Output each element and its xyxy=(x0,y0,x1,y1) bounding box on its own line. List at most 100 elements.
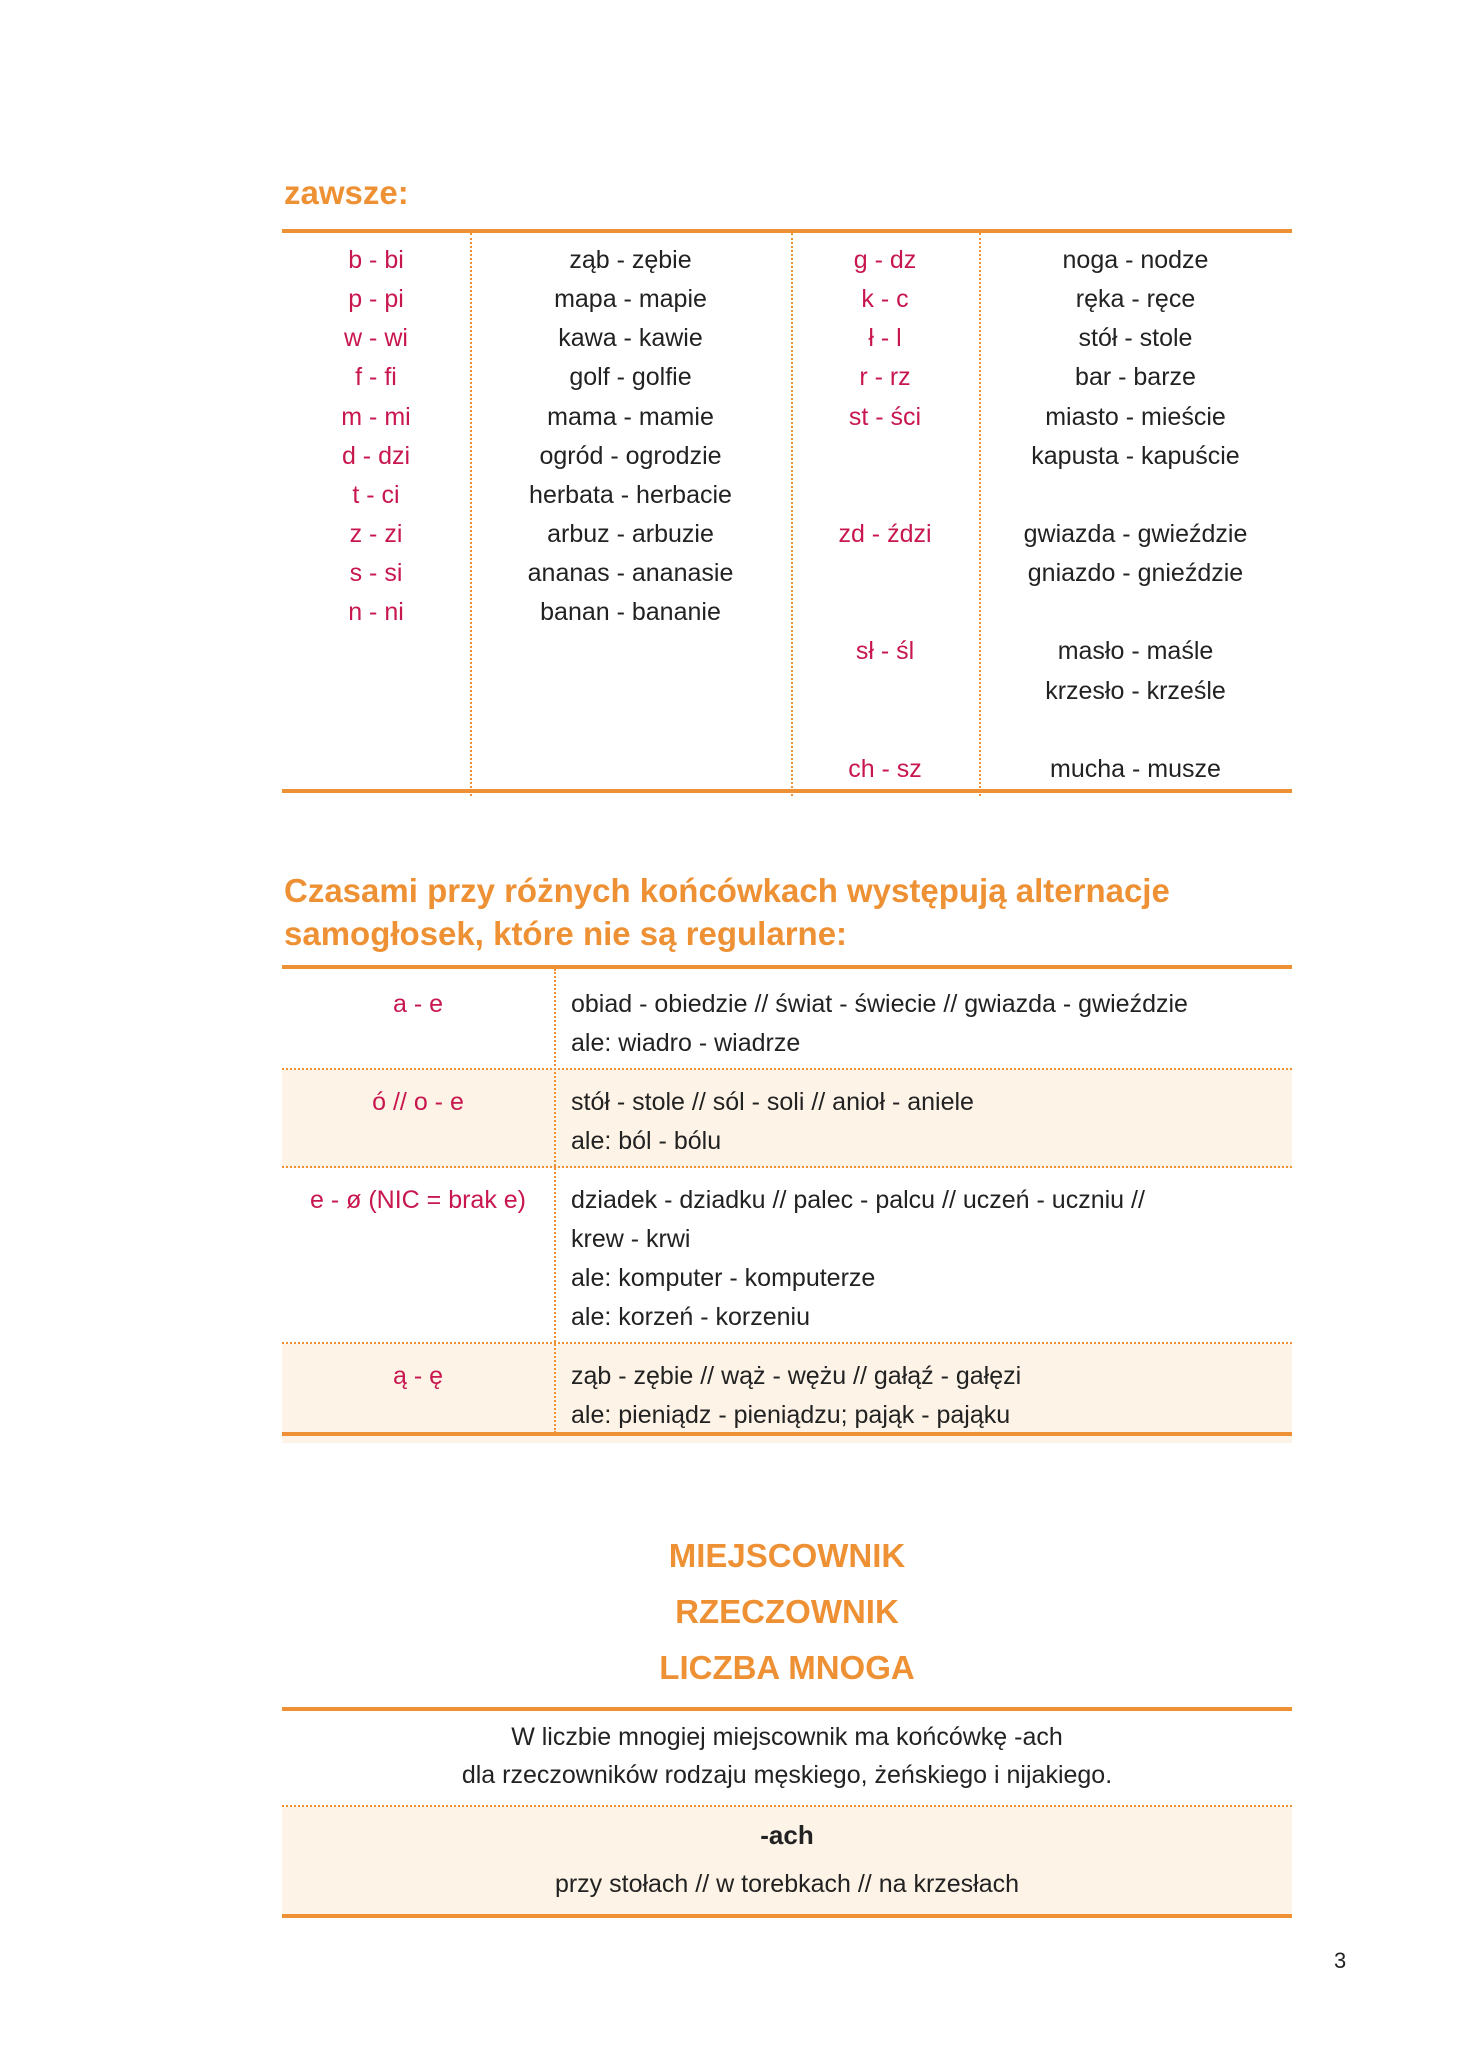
table-cell: r - rz xyxy=(859,363,911,392)
table-cell: kapusta - kapuście xyxy=(1031,441,1240,470)
column-divider xyxy=(791,233,793,796)
table-cell xyxy=(282,632,470,671)
table-cell xyxy=(282,672,470,711)
table-cell: k - c xyxy=(861,285,909,314)
example-line: ale: komputer - komputerze xyxy=(571,1264,876,1292)
table-cell: mapa - mapie xyxy=(554,285,707,314)
table-cell: noga - nodze xyxy=(1062,246,1209,274)
table-cell: m - mi xyxy=(341,402,411,431)
page-number: 3 xyxy=(1334,1948,1347,1973)
table-cell xyxy=(282,750,470,789)
table-cell xyxy=(791,672,979,711)
table-cell xyxy=(791,593,979,632)
table-cell: d - dzi xyxy=(341,441,411,470)
table-bottom-rule xyxy=(282,1914,1292,1918)
table-cell: gniazdo - gnieździe xyxy=(1027,559,1244,588)
table-top-rule xyxy=(282,965,1292,969)
table-cell: gwiazda - gwieździe xyxy=(1023,519,1248,548)
table-cell: st - ści xyxy=(848,402,922,431)
table-cell: p - pi xyxy=(348,285,404,314)
table-cell: mama - mamie xyxy=(547,402,714,431)
consonant-pattern-column-1: b - bi p - pi w - wi f - fi m - mi d - dzi t -… xyxy=(282,241,470,789)
alternation-pattern: a - e xyxy=(392,990,444,1018)
example-line: dziadek - dziadku // palec - palcu // uc… xyxy=(571,1186,1145,1214)
table-cell xyxy=(791,437,979,476)
table-cell xyxy=(791,554,979,593)
example-line: ale: wiadro - wiadrze xyxy=(571,1029,801,1057)
table-bottom-rule xyxy=(282,789,1292,793)
row-divider xyxy=(282,1342,1292,1344)
row-divider xyxy=(282,1805,1292,1807)
example-line: krew - krwi xyxy=(571,1225,691,1253)
table-cell: z - zi xyxy=(349,519,403,548)
alternation-examples: dziadek - dziadku // palec - palcu // uc… xyxy=(571,1181,1145,1337)
alternation-pattern: ą - ę xyxy=(392,1362,444,1390)
table-cell: mucha - musze xyxy=(1050,754,1221,783)
example-line: ale: korzeń - korzeniu xyxy=(571,1303,811,1331)
row-band xyxy=(282,1069,1292,1168)
section-heading-zawsze: zawsze: xyxy=(284,174,409,211)
example-line: ale: ból - bólu xyxy=(571,1127,722,1155)
table-cell: krzesło - krześle xyxy=(1045,676,1226,705)
example-line: ale: pieniądz - pieniądzu; pająk - pająk… xyxy=(571,1401,1011,1429)
column-divider xyxy=(470,233,472,796)
table-cell xyxy=(470,750,791,789)
alternation-examples: obiad - obiedzie // świat - świecie // g… xyxy=(571,985,1188,1063)
table-cell: t - ci xyxy=(352,480,400,509)
table-cell: zd - ździ xyxy=(838,519,932,548)
table-cell: ogród - ogrodzie xyxy=(539,441,722,470)
rule-description: W liczbie mnogiej miejscownik ma końcówk… xyxy=(282,1718,1292,1794)
title-rzeczownik: RZECZOWNIK xyxy=(675,1593,899,1630)
heading-line: samogłosek, które nie są regularne: xyxy=(284,915,848,952)
example-column-2: noga - nodze ręka - ręce stół - stole bar -… xyxy=(979,241,1292,789)
table-cell xyxy=(791,476,979,515)
ending-examples: przy stołach // w torebkach // na krzesł… xyxy=(554,1870,1020,1898)
table-cell: banan - bananie xyxy=(540,598,721,627)
alternation-examples: ząb - zębie // wąż - wężu // gałąź - gał… xyxy=(571,1357,1021,1435)
table-cell: ł - l xyxy=(868,324,902,353)
alternation-pattern: ó // o - e xyxy=(372,1088,464,1116)
table-cell: ząb - zębie xyxy=(569,246,692,274)
example-column-1: ząb - zębie mapa - mapie kawa - kawie golf … xyxy=(470,241,791,789)
table-cell xyxy=(979,593,1292,632)
title-liczba-mnoga: LICZBA MNOGA xyxy=(659,1649,915,1686)
example-line: stół - stole // sól - soli // anioł - an… xyxy=(571,1088,974,1116)
table-cell: arbuz - arbuzie xyxy=(547,519,714,548)
table-cell: bar - barze xyxy=(1075,363,1196,392)
table-cell: masło - maśle xyxy=(1057,637,1214,666)
row-band xyxy=(282,1807,1292,1915)
table-cell: ch - sz xyxy=(848,754,922,783)
table-cell xyxy=(470,711,791,750)
table-cell xyxy=(791,711,979,750)
consonant-pattern-column-2: g - dz k - c ł - l r - rz st - ści zd - ździ s… xyxy=(791,241,979,789)
table-cell: ręka - ręce xyxy=(1075,285,1196,314)
table-cell: miasto - mieście xyxy=(1045,402,1226,431)
table-cell: golf - golfie xyxy=(569,363,692,392)
table-cell xyxy=(979,476,1292,515)
table-top-rule xyxy=(282,229,1292,233)
table-cell xyxy=(470,632,791,671)
table-cell: stół - stole xyxy=(1078,324,1193,353)
section-heading-alternations: Czasami przy różnych końcówkach występuj… xyxy=(284,869,1170,955)
description-line: dla rzeczowników rodzaju męskiego, żeńsk… xyxy=(461,1761,1113,1789)
description-line: W liczbie mnogiej miejscownik ma końcówk… xyxy=(511,1723,1063,1751)
table-cell xyxy=(979,711,1292,750)
table-cell: ananas - ananasie xyxy=(527,559,734,588)
example-line: obiad - obiedzie // świat - świecie // g… xyxy=(571,990,1188,1018)
table-top-rule xyxy=(282,1707,1292,1711)
column-divider xyxy=(979,233,981,796)
example-line: ząb - zębie // wąż - wężu // gałąź - gał… xyxy=(571,1362,1022,1390)
table-cell xyxy=(282,711,470,750)
alternation-examples: stół - stole // sól - soli // anioł - an… xyxy=(571,1083,974,1161)
table-cell: g - dz xyxy=(853,246,917,274)
row-divider xyxy=(282,1166,1292,1168)
heading-line: Czasami przy różnych końcówkach występuj… xyxy=(284,872,1170,909)
table-cell: w - wi xyxy=(344,324,408,353)
table-cell: f - fi xyxy=(355,363,397,392)
table-cell: n - ni xyxy=(348,598,404,627)
row-divider xyxy=(282,1068,1292,1070)
table-cell: sł - śl xyxy=(855,637,915,666)
table-cell: herbata - herbacie xyxy=(529,480,732,509)
section-title: MIEJSCOWNIK RZECZOWNIK LICZBA MNOGA xyxy=(282,1528,1292,1696)
table-cell: kawa - kawie xyxy=(558,324,703,353)
